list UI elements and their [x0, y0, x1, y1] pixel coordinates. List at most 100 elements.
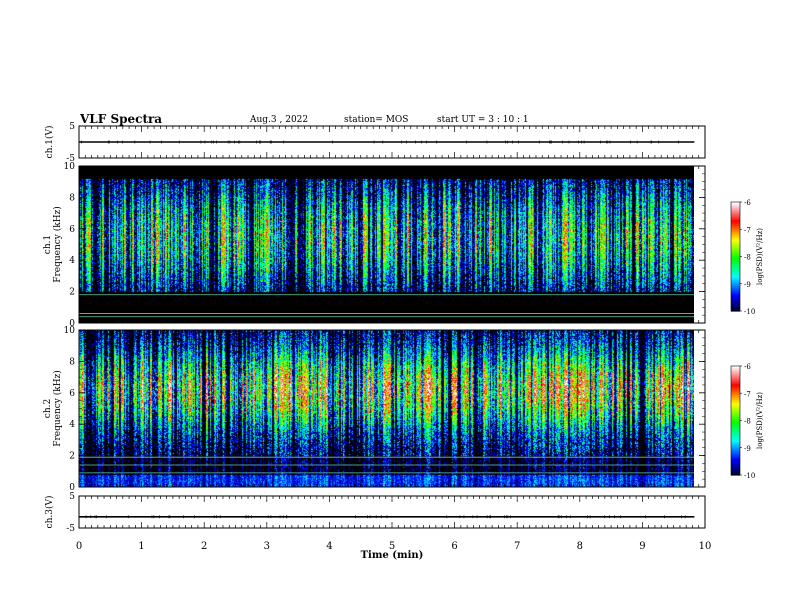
ch2-spectrogram-colorbar-tick-label: -7	[744, 390, 751, 398]
ch2-spectrogram-colorbar-cell	[731, 395, 740, 398]
ch2-spectrogram-colorbar-cell	[731, 467, 740, 471]
ch2-spectrogram-ytick-label: 10	[64, 326, 76, 336]
ch1-spectrogram-colorbar-cell	[731, 227, 740, 230]
ch2-spectrogram-colorbar-cell	[731, 375, 740, 378]
ch1-spectrogram-colorbar-cell	[731, 309, 740, 312]
ch2-spectrogram-colorbar-cell	[731, 429, 740, 432]
ch1-spectrogram-colorbar-cell	[731, 298, 740, 301]
ch2-spectrogram-colorbar-tick-label: -6	[744, 363, 751, 371]
ch2-spectrogram-colorbar-cell	[731, 431, 740, 434]
ch2-spectrogram-ytick-label: 2	[69, 452, 75, 462]
ch1-spectrogram-colorbar-cell	[731, 271, 740, 274]
ch1-voltage-ylabel: ch.1(V)	[44, 126, 55, 159]
ch1-voltage-ytick-label: 5	[69, 122, 75, 132]
ch1-spectrogram-image	[79, 166, 694, 323]
ch2-spectrogram-colorbar-cell	[731, 380, 740, 383]
ch2-spectrogram-colorbar-cell	[731, 469, 740, 472]
ch2-spectrogram-ytick-label: 6	[69, 389, 75, 399]
ch1-spectrogram-colorbar-cell	[731, 211, 740, 214]
ch1-spectrogram-colorbar-cell	[731, 283, 740, 287]
ch1-spectrogram-colorbar-cell	[731, 252, 740, 256]
ch1-spectrogram-colorbar-cell	[731, 265, 740, 268]
ch2-spectrogram-colorbar-cell	[731, 415, 740, 418]
ch1-spectrogram-colorbar-cell	[731, 280, 740, 283]
ch2-spectrogram-colorbar-cell	[731, 440, 740, 443]
ch1-spectrogram-colorbar-cell	[731, 216, 740, 219]
x-tick-label: 1	[138, 541, 144, 552]
x-axis-label: Time (min)	[361, 550, 424, 561]
ch2-spectrogram-colorbar-tick-label: -9	[744, 445, 751, 453]
ch1-spectrogram-colorbar-cell	[731, 223, 740, 227]
ch1-spectrogram-colorbar-tick-label: -9	[744, 281, 751, 289]
ch1-spectrogram-colorbar-cell	[731, 203, 740, 207]
ch1-spectrogram-colorbar-tick-label: -6	[744, 199, 751, 207]
ch1-spectrogram-colorbar-cell	[731, 287, 740, 290]
x-tick-label: 3	[264, 541, 270, 552]
ch2-spectrogram-colorbar-cell	[731, 389, 740, 393]
ch2-spectrogram-colorbar-cell	[731, 367, 740, 371]
ch1-spectrogram-ytick-label: 2	[69, 288, 75, 298]
ch2-spectrogram-colorbar-cell	[731, 366, 740, 369]
x-tick-label: 7	[514, 541, 520, 552]
ch1-spectrogram-colorbar-cell	[731, 289, 740, 292]
ch1-spectrogram-colorbar-cell	[731, 272, 740, 276]
ch1-spectrogram-colorbar-cell	[731, 231, 740, 234]
ch2-spectrogram-colorbar-cell	[731, 369, 740, 373]
start-ut-label: start UT = 3 : 10 : 1	[437, 115, 529, 125]
chart-title: VLF Spectra	[80, 112, 163, 126]
ch2-spectrogram-colorbar-cell	[731, 462, 740, 465]
ch2-spectrogram-colorbar-cell	[731, 445, 740, 449]
ch1-spectrogram-colorbar-label: log(PSD)(V²/Hz)	[756, 228, 764, 285]
ch2-spectrogram-colorbar-cell	[731, 411, 740, 414]
ch2-spectrogram-colorbar-cell	[731, 444, 740, 447]
ch2-spectrogram-colorbar-cell	[731, 398, 740, 402]
ch2-spectrogram-colorbar-cell	[731, 451, 740, 454]
ch2-spectrogram-colorbar-cell	[731, 387, 740, 391]
x-tick-label: 9	[639, 541, 645, 552]
ch1-spectrogram-colorbar-cell	[731, 263, 740, 267]
ch1-spectrogram-colorbar-cell	[731, 285, 740, 288]
ch1-spectrogram-colorbar-cell	[731, 254, 740, 258]
ch1-spectrogram-colorbar-cell	[731, 245, 740, 249]
ch1-spectrogram-colorbar-cell	[731, 307, 740, 310]
ch2-spectrogram-ylabel: Frequency (kHz)	[52, 370, 63, 447]
x-tick-label: 6	[451, 541, 457, 552]
ch1-spectrogram-ytick-label: 0	[69, 319, 75, 329]
ch1-spectrogram-colorbar-cell	[731, 251, 740, 254]
ch1-spectrogram-colorbar-cell	[731, 296, 740, 299]
ch2-spectrogram-colorbar-cell	[731, 458, 740, 462]
ch1-spectrogram-colorbar-cell	[731, 274, 740, 278]
ch1-spectrogram-colorbar-tick-label: -7	[744, 226, 751, 234]
ch1-spectrogram-colorbar-cell	[731, 241, 740, 245]
x-tick-label: 4	[326, 541, 332, 552]
ch2-spectrogram-colorbar-cell	[731, 422, 740, 425]
ch1-spectrogram-colorbar-cell	[731, 258, 740, 261]
ch2-spectrogram-colorbar-cell	[731, 442, 740, 445]
ch2-spectrogram-ylabel-channel: ch.2	[43, 399, 53, 418]
ch1-spectrogram-ytick-label: 4	[69, 256, 75, 266]
ch2-spectrogram-image	[79, 330, 694, 487]
ch2-spectrogram-colorbar-cell	[731, 465, 740, 469]
ch1-spectrogram-colorbar-cell	[731, 236, 740, 239]
ch1-spectrogram-colorbar-cell	[731, 303, 740, 307]
ch1-spectrogram-colorbar-cell	[731, 267, 740, 270]
ch2-spectrogram-colorbar-cell	[731, 404, 740, 407]
station-label: station= MOS	[344, 115, 409, 125]
ch1-spectrogram-colorbar-tick-label: -8	[744, 254, 751, 262]
ch1-spectrogram-colorbar-cell	[731, 261, 740, 265]
ch1-spectrogram-colorbar-cell	[731, 278, 740, 281]
ch2-spectrogram-colorbar-cell	[731, 447, 740, 451]
ch1-spectrogram-colorbar-cell	[731, 234, 740, 238]
ch1-spectrogram-ytick-label: 8	[69, 193, 75, 203]
ch2-spectrogram-colorbar-cell	[731, 400, 740, 403]
ch1-spectrogram-colorbar-cell	[731, 202, 740, 205]
ch2-spectrogram-colorbar-tick-label: -8	[744, 418, 751, 426]
ch2-spectrogram-colorbar-cell	[731, 371, 740, 374]
ch1-spectrogram-colorbar-cell	[731, 260, 740, 263]
ch2-spectrogram-colorbar-cell	[731, 396, 740, 400]
ch1-spectrogram-colorbar-cell	[731, 292, 740, 296]
ch2-spectrogram-colorbar-cell	[731, 433, 740, 436]
ch2-spectrogram-colorbar-cell	[731, 436, 740, 440]
ch1-spectrogram-colorbar-cell	[731, 238, 740, 241]
ch2-spectrogram-colorbar-cell	[731, 413, 740, 416]
